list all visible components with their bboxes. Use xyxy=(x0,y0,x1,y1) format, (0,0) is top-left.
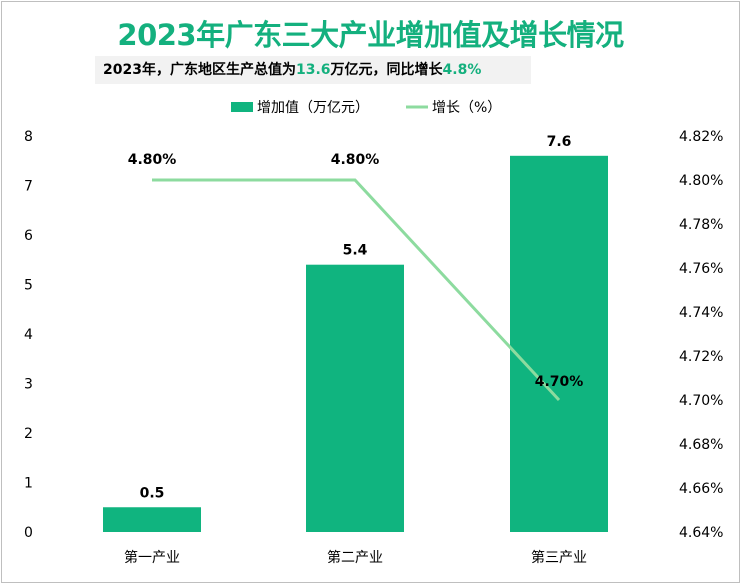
y-right-tick: 4.80% xyxy=(679,173,723,189)
legend-bar-label: 增加值（万亿元） xyxy=(257,100,369,116)
y-left-tick: 4 xyxy=(24,327,33,343)
bar xyxy=(510,155,608,533)
x-tick: 第二产业 xyxy=(327,549,383,566)
legend-line-label: 增长（%） xyxy=(432,100,501,116)
y-right-tick: 4.70% xyxy=(679,393,723,409)
y-right-tick: 4.82% xyxy=(679,129,723,145)
y-left-tick: 2 xyxy=(24,426,33,442)
bar xyxy=(103,507,201,532)
y-left-tick: 0 xyxy=(24,525,33,541)
y-left-tick: 7 xyxy=(24,179,33,195)
subtitle-middle: 万亿元，同比增长 xyxy=(330,62,443,78)
y-right-tick: 4.74% xyxy=(679,305,723,321)
chart-subtitle: 2023年，广东地区生产总值为13.6万亿元，同比增长4.8% xyxy=(95,56,531,84)
y-left-tick: 3 xyxy=(24,377,33,393)
bar-data-label: 5.4 xyxy=(343,243,368,259)
y-left-tick: 1 xyxy=(24,476,33,492)
bar-data-label: 7.6 xyxy=(547,134,572,150)
subtitle-prefix: 2023年，广东地区生产总值为 xyxy=(103,62,296,78)
y-right-tick: 4.68% xyxy=(679,437,723,453)
bar-data-label: 0.5 xyxy=(140,485,165,501)
y-right-tick: 4.76% xyxy=(679,261,723,277)
growth-line xyxy=(152,178,561,402)
x-tick: 第一产业 xyxy=(124,549,180,566)
y-left-tick: 5 xyxy=(24,278,33,294)
line-data-label: 4.80% xyxy=(128,152,177,168)
line-data-label: 4.70% xyxy=(535,374,584,390)
line-data-label: 4.80% xyxy=(331,152,380,168)
y-right-tick: 4.64% xyxy=(679,525,723,541)
y-left-tick: 6 xyxy=(24,228,33,244)
y-right-tick: 4.72% xyxy=(679,349,723,365)
x-tick: 第三产业 xyxy=(531,549,587,566)
chart-title: 2023年广东三大产业增加值及增长情况 xyxy=(117,18,624,52)
y-right-tick: 4.66% xyxy=(679,481,723,497)
y-right-tick: 4.78% xyxy=(679,217,723,233)
bar xyxy=(306,264,404,532)
y-left-tick: 8 xyxy=(24,129,33,145)
subtitle-gdp: 13.6 xyxy=(295,62,331,78)
subtitle-growth: 4.8% xyxy=(442,62,482,78)
legend-bar-swatch xyxy=(231,102,253,112)
